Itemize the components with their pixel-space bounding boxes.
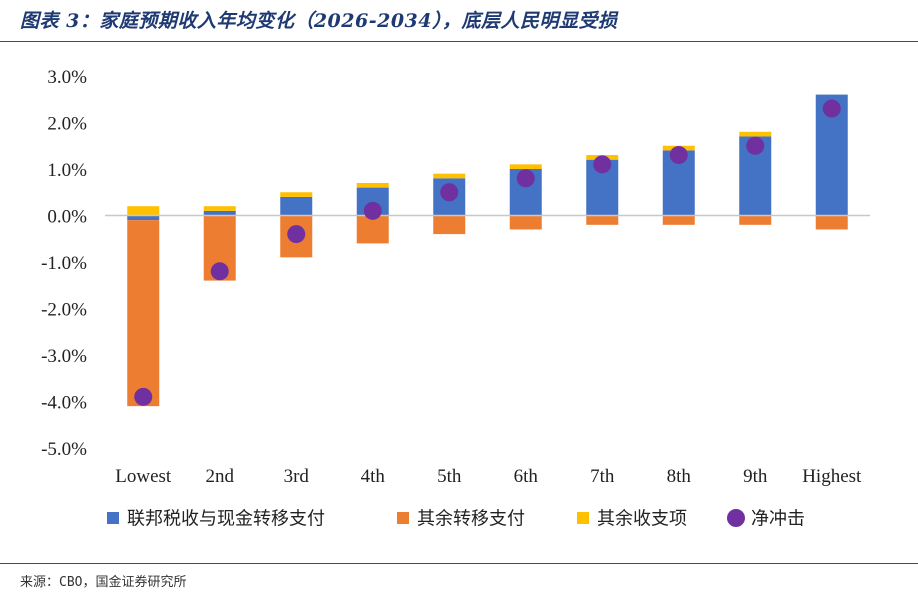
legend-label: 净冲击: [751, 509, 805, 530]
bar-segment: [280, 196, 313, 216]
bar-segment: [662, 215, 695, 225]
bar-segment: [739, 215, 772, 225]
legend-swatch: [397, 512, 409, 524]
bar-segment: [127, 220, 160, 407]
y-tick-label: 2.0%: [47, 114, 87, 135]
y-tick-label: 3.0%: [47, 67, 87, 88]
source-note: 来源：CBO，国金证券研究所: [20, 575, 187, 590]
bar-segment: [127, 215, 160, 221]
bar-segment: [356, 215, 389, 244]
title-divider: [0, 41, 918, 42]
y-tick-label: -5.0%: [41, 439, 87, 460]
x-tick-label: 6th: [514, 466, 539, 487]
x-tick-label: Lowest: [115, 466, 172, 487]
footer-divider: [0, 563, 918, 564]
y-tick-label: -4.0%: [41, 393, 87, 414]
net-impact-marker: [593, 155, 612, 174]
net-impact-marker: [287, 225, 306, 244]
bar-segment: [433, 173, 466, 179]
x-tick-label: 9th: [743, 466, 768, 487]
bar-segment: [739, 131, 772, 137]
legend-swatch: [107, 512, 119, 524]
net-impact-marker: [440, 183, 459, 202]
x-tick-label: Highest: [802, 466, 862, 487]
x-tick-label: 2nd: [206, 466, 235, 487]
net-impact-marker: [363, 201, 382, 220]
x-tick-label: 8th: [667, 466, 692, 487]
bar-segment: [509, 215, 542, 230]
bar-segment: [586, 215, 619, 225]
bar-segment: [203, 206, 236, 211]
chart-title: 图表 3：家庭预期收入年均变化（2026-2034），底层人民明显受损: [20, 10, 618, 32]
net-impact-marker: [516, 169, 535, 188]
bar-chart: 3.0% 2.0% 1.0% 0.0% -1.0% -2.0% -3.0% -4.0% -5.0…: [41, 67, 870, 530]
y-tick-label: -2.0%: [41, 300, 87, 321]
net-impact-marker: [822, 99, 841, 118]
legend-marker: [727, 509, 745, 527]
y-tick-label: -3.0%: [41, 346, 87, 367]
net-impact-marker: [134, 387, 153, 406]
y-tick-label: 0.0%: [47, 207, 87, 228]
net-impact-marker: [746, 136, 765, 155]
bar-segment: [203, 210, 236, 216]
net-impact-marker: [669, 146, 688, 165]
bar-segment: [127, 206, 160, 216]
x-tick-label: 5th: [437, 466, 462, 487]
x-tick-label: 3rd: [284, 466, 310, 487]
legend-swatch: [577, 512, 589, 524]
bar-segment: [509, 164, 542, 169]
bar-segment: [815, 215, 848, 230]
net-impact-marker: [210, 262, 229, 281]
x-tick-label: 4th: [361, 466, 386, 487]
bar-segment: [356, 182, 389, 188]
y-tick-label: -1.0%: [41, 253, 87, 274]
bar-segment: [433, 215, 466, 235]
y-tick-label: 1.0%: [47, 160, 87, 181]
legend-label: 其余转移支付: [417, 509, 525, 530]
legend-label: 其余收支项: [597, 509, 687, 530]
legend-label: 联邦税收与现金转移支付: [127, 509, 325, 530]
x-tick-label: 7th: [590, 466, 615, 487]
bar-segment: [280, 192, 313, 197]
